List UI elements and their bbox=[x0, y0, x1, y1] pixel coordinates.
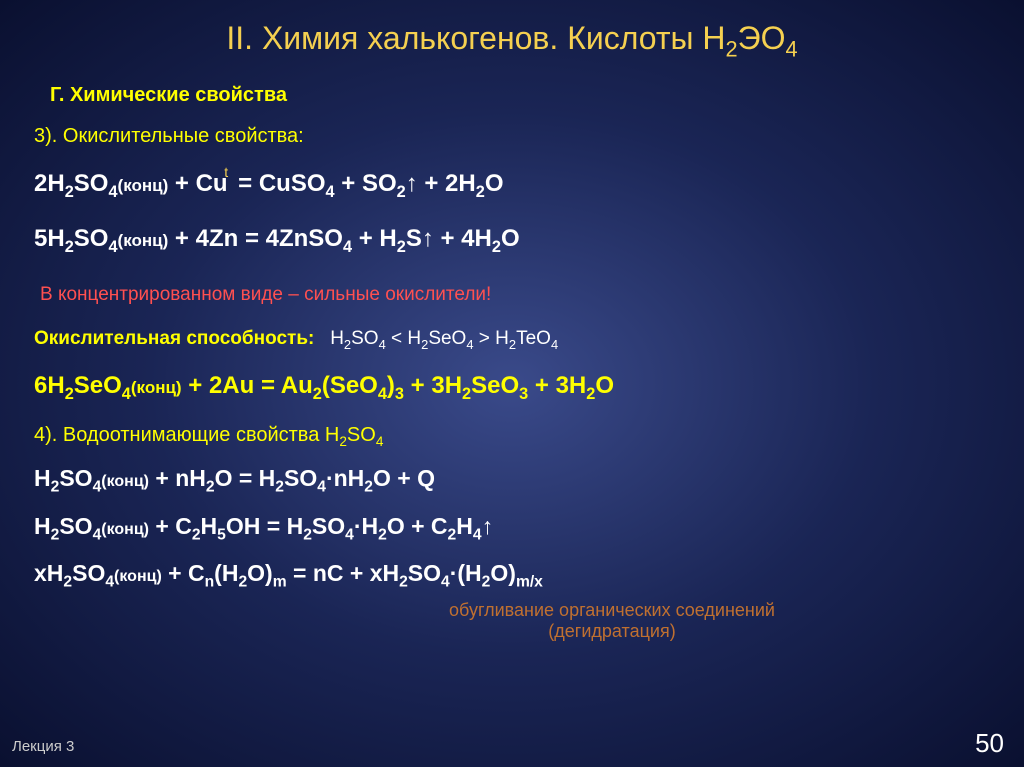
oxidizing-capability-line: Окислительная способность: H2SO4 < H2SeO… bbox=[34, 328, 1024, 352]
equation-4: H2SO4(конц) + nH2O = H2SO4·nH2O + Q bbox=[34, 465, 1024, 497]
capability-order: H2SO4 < H2SeO4 > H2TeO4 bbox=[330, 328, 558, 349]
carbonization-note: обугливание органических соединений (дег… bbox=[0, 600, 1024, 642]
lecture-label: Лекция 3 bbox=[12, 738, 74, 755]
page-number: 50 bbox=[975, 728, 1004, 759]
slide-title: II. Химия халькогенов. Кислоты Н2ЭО4 bbox=[0, 0, 1024, 62]
section-3-heading: 3). Окислительные свойства: bbox=[34, 125, 1024, 148]
equation-6: xH2SO4(конц) + Cn(H2O)m = nC + xH2SO4·(H… bbox=[34, 560, 1024, 592]
equation-2: 5H2SO4(конц) + 4Zn = 4ZnSO4 + H2S↑ + 4H2… bbox=[34, 223, 1024, 258]
equation-1: 2H2SO4(конц) + Cu t= CuSO4 + SO2↑ + 2H2O bbox=[34, 168, 1024, 203]
capability-label: Окислительная способность: bbox=[34, 328, 314, 349]
temperature-annotation: t bbox=[224, 164, 228, 180]
section-4-heading: 4). Водоотнимающие свойства H2SO4 bbox=[34, 424, 1024, 449]
equation-5: H2SO4(конц) + C2H5OH = H2SO4·H2O + C2H4↑ bbox=[34, 513, 1024, 545]
equation-3: 6H2SeO4(конц) + 2Au = Au2(SeO4)3 + 3H2Se… bbox=[34, 372, 1024, 404]
section-g-heading: Г. Химические свойства bbox=[50, 84, 1024, 107]
note-strong-oxidizers: В концентрированном виде – сильные окисл… bbox=[40, 284, 1024, 306]
